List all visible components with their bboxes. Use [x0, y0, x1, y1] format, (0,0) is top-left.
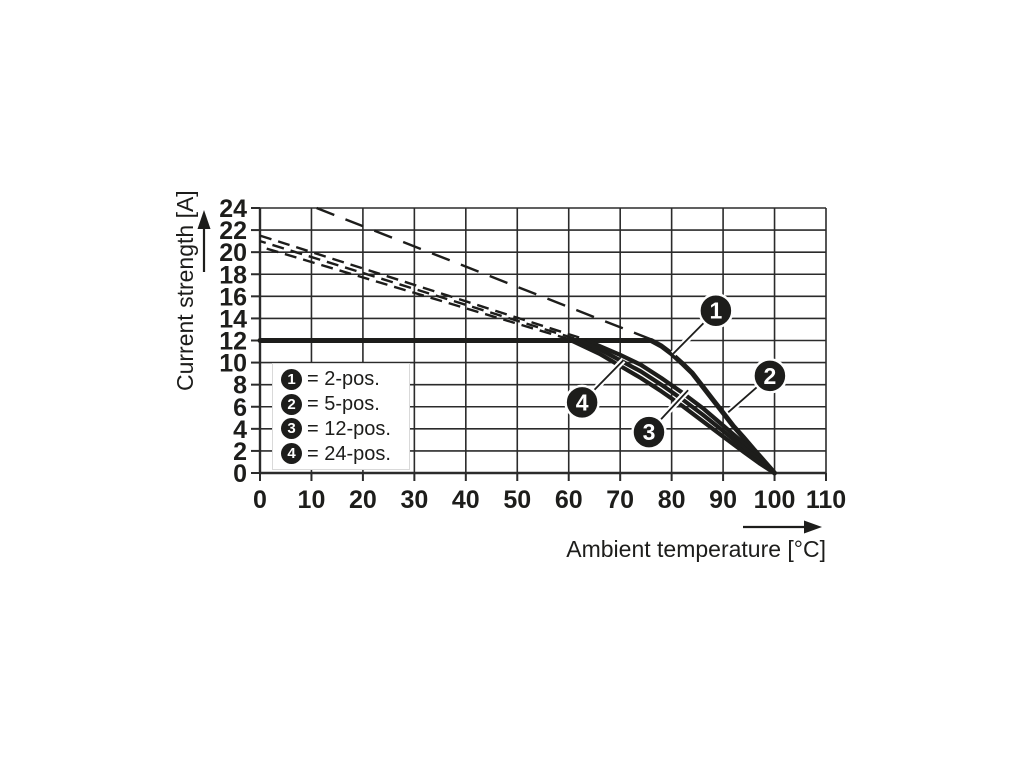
- marker-badge-icon: [564, 384, 600, 421]
- marker-leader-line: [593, 359, 624, 391]
- marker-leader-line: [727, 386, 758, 413]
- axis-tick-labels: 0 10 20 30 40 50 60 70 80 90 100 110024681012141618…: [219, 195, 846, 514]
- curve-2-pos-operating-curve: [257, 338, 777, 476]
- y-tick-label: 22: [219, 217, 247, 245]
- x-tick-label: 60: [555, 486, 583, 514]
- x-tick-label: 70: [606, 486, 634, 514]
- y-tick-label: 18: [219, 261, 247, 289]
- legend-item-2pos: 1 = 2-pos.: [281, 368, 401, 391]
- y-tick-label: 12: [219, 328, 247, 356]
- x-tick-label: 80: [658, 486, 686, 514]
- curve-number-markers: 1 2 3 4: [564, 292, 788, 450]
- y-tick-label: 24: [219, 195, 247, 223]
- x-tick-label: 100: [754, 486, 796, 514]
- marker-badge-number: 2: [764, 363, 777, 389]
- marker-badge-icon: [698, 292, 734, 329]
- legend-badge-1-icon: 1: [281, 368, 302, 390]
- curve-marker-2: 2: [726, 358, 788, 415]
- legend-label: = 12-pos.: [307, 417, 391, 440]
- marker-badge-icon: [752, 358, 788, 394]
- curve-marker-4: 4: [564, 358, 626, 421]
- x-tick-label: 20: [349, 486, 377, 514]
- axis-ticks: [251, 207, 827, 481]
- x-tick-label: 40: [452, 486, 480, 514]
- y-tick-label: 8: [233, 372, 247, 400]
- legend: 1 = 2-pos. 2 = 5-pos. 3 = 12-pos. 4 = 24…: [272, 363, 410, 470]
- y-tick-label: 20: [219, 239, 247, 267]
- x-tick-label: 30: [400, 486, 428, 514]
- curve-24-pos-operating-curve: [569, 338, 777, 476]
- x-axis-title: Ambient temperature [°C]: [566, 536, 826, 562]
- x-tick-label: 10: [298, 486, 326, 514]
- curve-5-pos-derating-dashed-: [259, 234, 588, 342]
- x-tick-label: 110: [806, 486, 846, 514]
- marker-leader-line: [660, 389, 689, 420]
- curve-marker-3: 3: [631, 388, 691, 450]
- y-tick-label: 4: [233, 416, 247, 444]
- y-axis-title: Current strength [A]: [172, 190, 198, 391]
- legend-badge-3-icon: 3: [281, 418, 302, 440]
- curve-5-pos-operating-curve: [584, 338, 777, 476]
- marker-badge-number: 3: [643, 419, 656, 445]
- x-tick-label: 90: [709, 486, 737, 514]
- y-tick-label: 0: [233, 460, 247, 488]
- x-tick-label: 0: [253, 486, 267, 514]
- legend-badge-2-icon: 2: [281, 393, 302, 415]
- marker-badge-number: 4: [576, 389, 589, 415]
- legend-label: = 2-pos.: [307, 368, 380, 391]
- legend-item-24pos: 4 = 24-pos.: [281, 442, 401, 465]
- y-tick-label: 10: [219, 350, 247, 378]
- y-axis-arrow-icon: [197, 210, 211, 272]
- y-tick-label: 2: [233, 438, 247, 466]
- y-tick-label: 6: [233, 394, 247, 422]
- y-tick-label: 16: [219, 283, 247, 311]
- curve-24-pos-derating-dashed-: [259, 245, 572, 342]
- legend-item-5pos: 2 = 5-pos.: [281, 393, 401, 416]
- x-axis-arrow-icon: [743, 520, 822, 534]
- y-tick-label: 14: [219, 305, 247, 333]
- marker-leader-line: [672, 322, 705, 355]
- marker-badge-icon: [631, 414, 667, 450]
- legend-item-12pos: 3 = 12-pos.: [281, 417, 401, 440]
- legend-label: = 24-pos.: [307, 442, 391, 465]
- curve-12-pos-derating-dashed-: [259, 239, 580, 342]
- legend-badge-4-icon: 4: [281, 443, 302, 465]
- x-tick-label: 50: [503, 486, 531, 514]
- curve-marker-1: 1: [671, 292, 734, 356]
- grid-lines: [258, 207, 827, 475]
- marker-badge-number: 1: [709, 298, 722, 324]
- legend-label: = 5-pos.: [307, 393, 380, 416]
